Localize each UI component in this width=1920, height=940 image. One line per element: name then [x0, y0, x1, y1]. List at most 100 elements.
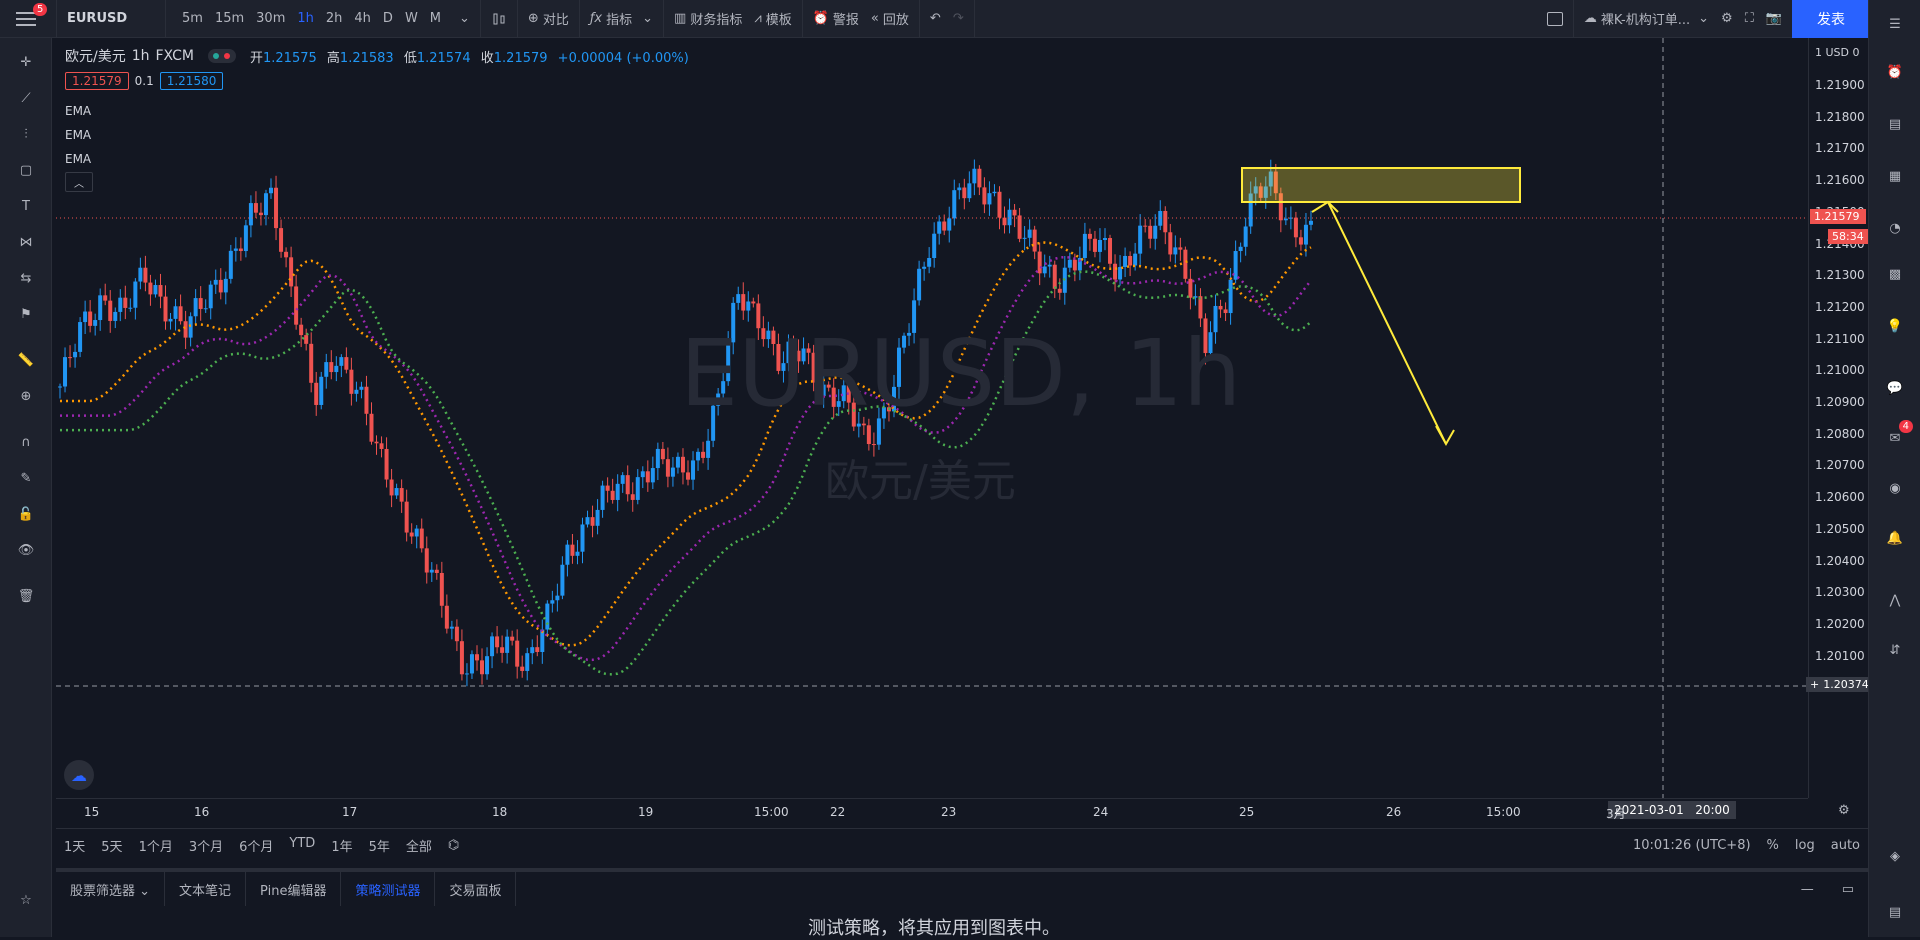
panel-tab[interactable]: 股票筛选器 ⌄	[56, 872, 166, 906]
supply-zone-rectangle[interactable]	[1241, 167, 1521, 203]
time-tick: 15	[84, 805, 100, 819]
symbol-search[interactable]: EURUSD	[67, 11, 128, 26]
minimize-panel-button[interactable]: —	[1787, 872, 1828, 906]
range-button[interactable]: 1年	[331, 840, 353, 855]
shapes-icon[interactable]: ⚑	[20, 306, 32, 322]
buy-price[interactable]: 1.21580	[159, 72, 224, 90]
templates-button[interactable]: ⩘ 模板	[754, 11, 792, 28]
alerts-clock-icon[interactable]: ⏰	[1886, 64, 1904, 80]
streams-icon[interactable]: ◉	[1889, 480, 1901, 496]
goto-date-button[interactable]: ⌬	[440, 838, 467, 853]
collapse-legend-button[interactable]: ︿	[65, 172, 93, 192]
hotlist-icon[interactable]: ◔	[1889, 220, 1901, 236]
ema-label-1[interactable]: EMA	[65, 104, 92, 118]
maximize-panel-button[interactable]: ▭	[1828, 872, 1868, 906]
timeframe-W[interactable]: W	[404, 11, 418, 26]
crosshair-icon[interactable]: ✛	[20, 54, 32, 70]
candle	[826, 381, 831, 392]
market-status-icon[interactable]	[207, 49, 236, 63]
log-toggle[interactable]: log	[1794, 838, 1815, 853]
calendar-icon[interactable]: ▩	[1888, 266, 1902, 282]
chart-pane[interactable]	[56, 38, 1808, 798]
fullscreen-button[interactable]: ⛶	[1739, 0, 1760, 38]
legend-pair[interactable]: 欧元/美元	[65, 49, 126, 65]
indicators-button[interactable]: ƒx 指标 ⌄	[589, 11, 654, 28]
undo-button[interactable]: ↶	[924, 0, 947, 38]
ruler-icon[interactable]: 📏	[17, 352, 35, 368]
publish-button[interactable]: 发表	[1792, 0, 1870, 38]
panel-tab[interactable]: 交易面板	[435, 872, 517, 906]
sell-price[interactable]: 1.21579	[65, 72, 129, 90]
rectangle-icon[interactable]: ▢	[19, 162, 33, 178]
timeframe-15m[interactable]: 15m	[214, 11, 245, 26]
chart-style-button[interactable]	[485, 0, 513, 38]
prediction-icon[interactable]: ⇆	[20, 270, 32, 286]
trash-icon[interactable]: 🗑	[17, 588, 35, 604]
eye-icon[interactable]: 👁	[17, 542, 35, 558]
range-button[interactable]: 5年	[368, 840, 390, 855]
zoom-icon[interactable]: ⊕	[20, 388, 32, 404]
timeframe-dropdown[interactable]: ⌄	[459, 11, 470, 26]
candle	[1128, 251, 1133, 277]
replay-button[interactable]: «回放	[870, 11, 909, 28]
panel-tab[interactable]: 文本笔记	[165, 872, 247, 906]
help-icon[interactable]: ▤	[1888, 904, 1902, 920]
range-button[interactable]: 3个月	[188, 840, 224, 855]
layout-toggle-button[interactable]	[1541, 0, 1569, 38]
order-panel-icon[interactable]: ⇵	[1889, 642, 1901, 658]
timeframe-M[interactable]: M	[429, 11, 442, 26]
axis-settings-icon[interactable]: ⚙	[1838, 803, 1850, 818]
range-button[interactable]: 1天	[64, 840, 86, 855]
percent-toggle[interactable]: %	[1766, 838, 1779, 853]
snapshot-button[interactable]: 📷	[1760, 0, 1788, 38]
price-chart[interactable]	[56, 38, 1808, 798]
time-tick: 19	[638, 805, 654, 819]
menu-button[interactable]: 5	[0, 0, 52, 38]
range-button[interactable]: 6个月	[239, 840, 274, 855]
redo-button[interactable]: ↷	[947, 0, 970, 38]
layers-icon[interactable]: ◈	[1890, 848, 1900, 864]
time-axis[interactable]: 2021-03-01 20:00 ⚙ 15 16 17 18 19 15:00 22 23 24…	[56, 798, 1850, 826]
lock-draw-icon[interactable]: ✎	[20, 470, 32, 486]
datawindow-icon[interactable]: ▦	[1888, 168, 1902, 184]
messages-icon[interactable]: ✉ 4	[1881, 420, 1913, 452]
range-button[interactable]: YTD	[289, 836, 316, 851]
panel-tab[interactable]: 策略测试器	[341, 872, 436, 906]
layout-name-button[interactable]: ☁ 裸K-机构订单... ⌄	[1583, 11, 1710, 28]
fib-icon[interactable]: ⫶	[24, 126, 28, 142]
pattern-icon[interactable]: ⋈	[19, 234, 33, 250]
compare-button[interactable]: ⊕ 对比	[527, 11, 569, 28]
price-axis[interactable]: 1 USD 0 1.21900 1.21800 1.21700 1.21600 1.21…	[1808, 38, 1868, 798]
ema-label-2[interactable]: EMA	[65, 128, 92, 142]
panel-tab[interactable]: Pine编辑器	[246, 872, 342, 906]
timeframe-1h[interactable]: 1h	[297, 11, 314, 26]
clock[interactable]: 10:01:26 (UTC+8)	[1632, 838, 1751, 853]
settings-button[interactable]: ⚙	[1715, 0, 1739, 38]
ema-label-3[interactable]: EMA	[65, 152, 92, 166]
text-icon[interactable]: T	[22, 198, 30, 214]
lock-icon[interactable]: 🔓	[17, 506, 35, 522]
timeframe-D[interactable]: D	[382, 11, 393, 26]
financials-button[interactable]: ▥ 财务指标	[674, 11, 743, 28]
trendline-icon[interactable]: ⟋	[21, 90, 31, 106]
trading-icon[interactable]: ⋀	[1889, 592, 1901, 608]
candle	[711, 398, 716, 448]
timeframe-5m[interactable]: 5m	[182, 11, 203, 26]
magnet-icon[interactable]: ∩	[21, 434, 31, 450]
auto-toggle[interactable]: auto	[1830, 838, 1860, 853]
timeframe-2h[interactable]: 2h	[325, 11, 343, 26]
range-button[interactable]: 5天	[101, 840, 123, 855]
range-button[interactable]: 全部	[405, 840, 432, 855]
watchlist-icon[interactable]: ☰	[1889, 16, 1901, 32]
alert-button[interactable]: ⏰ 警报	[812, 11, 859, 28]
ideas-icon[interactable]: 💡	[1886, 318, 1904, 334]
timeframe-30m[interactable]: 30m	[256, 11, 286, 26]
star-icon[interactable]: ☆	[20, 892, 32, 908]
range-button[interactable]: 1个月	[138, 840, 173, 855]
news-icon[interactable]: ▤	[1888, 116, 1902, 132]
candle	[1173, 235, 1178, 264]
chat-icon[interactable]: 💬	[1886, 380, 1904, 396]
notifications-icon[interactable]: 🔔	[1886, 530, 1904, 546]
down-arrow-line[interactable]	[1327, 201, 1447, 445]
timeframe-4h[interactable]: 4h	[354, 11, 371, 26]
